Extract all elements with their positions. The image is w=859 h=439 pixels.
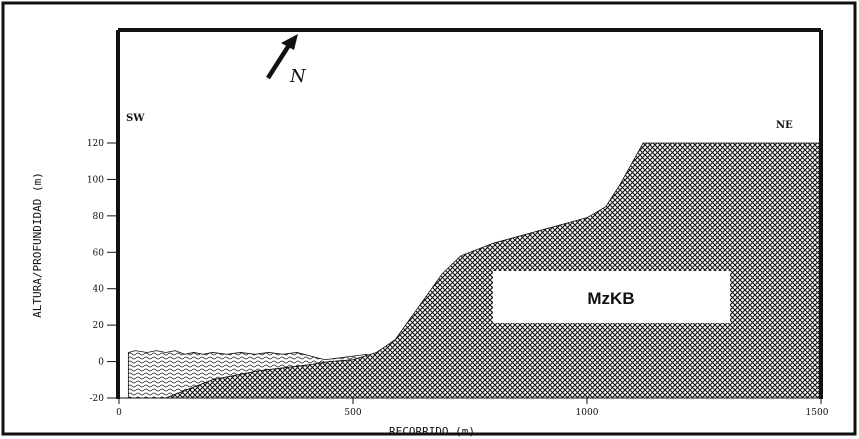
unit-label-box: MzKB — [493, 271, 730, 323]
y-tick-label: 120 — [87, 139, 104, 149]
left-end-label: SW — [126, 113, 145, 124]
y-axis-title: ALTURA/PROFUNDIDAD (m) — [31, 172, 44, 318]
y-tick-label: 0 — [98, 358, 104, 368]
right-end-label: NE — [776, 120, 793, 131]
y-tick-label: 40 — [93, 285, 105, 295]
y-tick-label: 80 — [93, 212, 105, 222]
layer-group — [119, 142, 821, 398]
y-tick-label: 20 — [93, 321, 105, 331]
north-arrow: N — [266, 34, 307, 87]
unit-label: MzKB — [587, 289, 634, 308]
y-tick-label: 100 — [87, 175, 104, 185]
x-tick-label: 0 — [116, 408, 122, 418]
x-axis-title: RECORRIDO (m) — [389, 425, 475, 438]
y-tick-label: -20 — [90, 394, 105, 404]
x-axis: 0 500 1000 1500 — [116, 398, 829, 418]
north-arrow-head — [281, 34, 298, 50]
mzkb-layer — [119, 142, 821, 398]
y-tick-label: 60 — [93, 248, 105, 258]
x-tick-label: 1500 — [806, 408, 829, 418]
x-tick-label: 500 — [344, 408, 361, 418]
plot-border — [116, 28, 823, 399]
x-tick-label: 1000 — [576, 408, 599, 418]
north-arrow-label: N — [289, 66, 307, 87]
y-axis: -20 0 20 40 60 80 100 120 — [87, 139, 118, 404]
